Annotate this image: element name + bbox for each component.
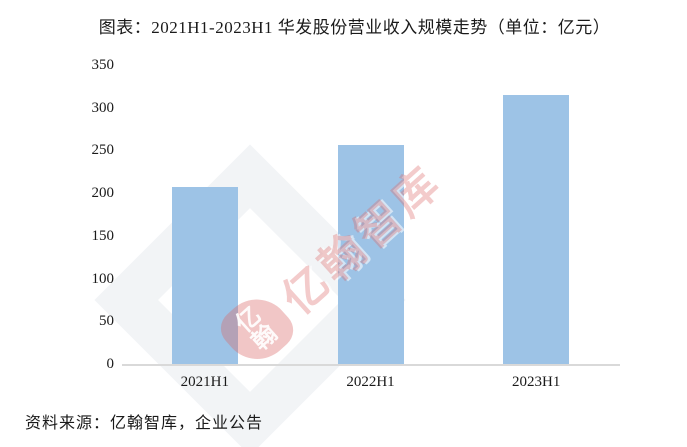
source-note: 资料来源：亿翰智库，企业公告 <box>25 415 264 432</box>
y-tick-label: 200 <box>91 185 115 202</box>
y-tick-label: 150 <box>91 227 115 244</box>
y-tick-label: 100 <box>91 270 115 287</box>
y-tick-label: 300 <box>91 99 115 116</box>
x-axis-label: 2022H1 <box>346 374 395 390</box>
bar-2021H1 <box>171 187 238 364</box>
chart-title: 图表：2021H1-2023H1 华发股份营业收入规模走势（单位：亿元） <box>98 18 611 37</box>
x-axis-line <box>122 364 620 366</box>
bar-2022H1 <box>337 145 404 364</box>
y-tick-label: 0 <box>106 356 115 372</box>
bar-2023H1 <box>503 94 570 364</box>
y-tick-label: 250 <box>91 142 115 159</box>
x-axis-label: 2021H1 <box>180 374 229 390</box>
y-tick-label: 50 <box>99 313 114 330</box>
y-tick-label: 350 <box>91 57 115 73</box>
x-axis-label: 2023H1 <box>511 374 561 390</box>
